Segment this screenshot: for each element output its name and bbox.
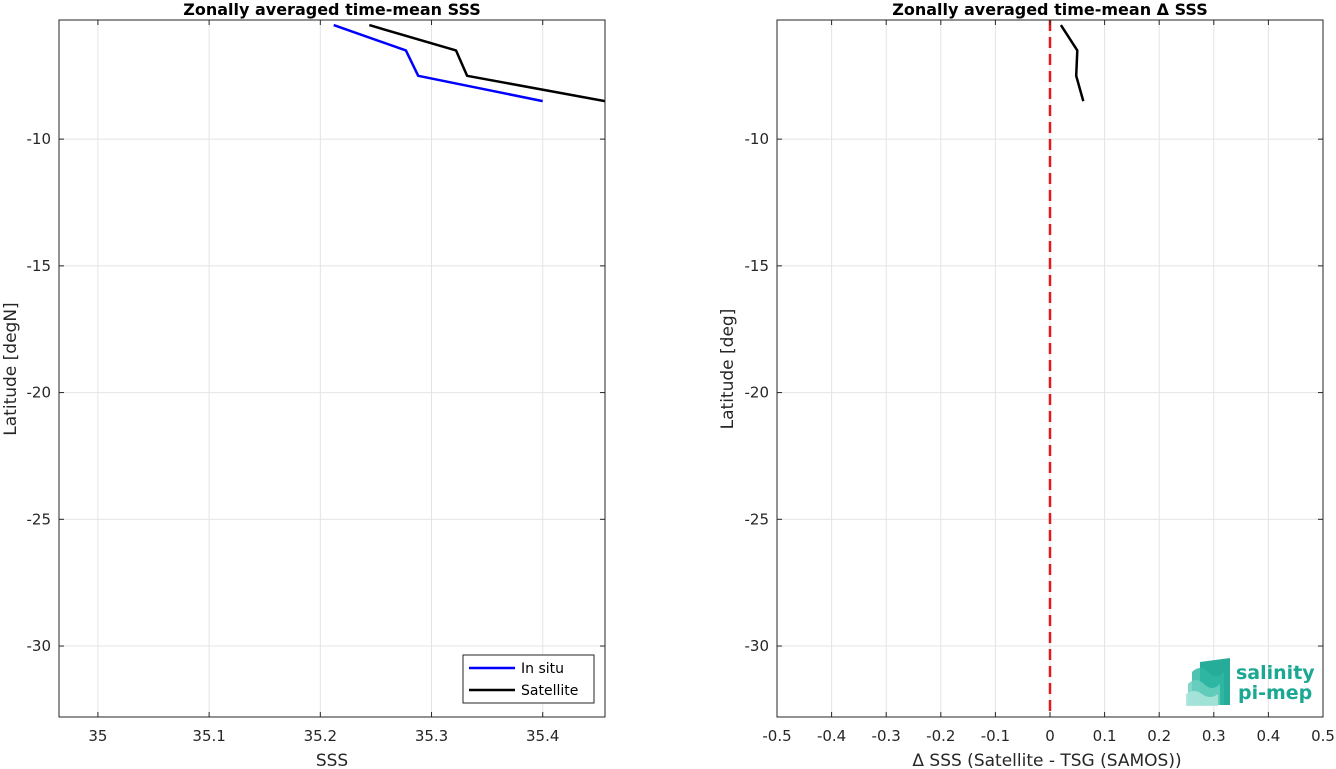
sss-series-line-in-situ xyxy=(333,23,543,103)
sss-xtick-label: 35.3 xyxy=(415,727,448,745)
delta-sss-xtick-label: -0.4 xyxy=(817,727,846,745)
sss-ytick-label: -10 xyxy=(27,130,52,148)
delta-sss-ytick-label: -20 xyxy=(745,384,770,402)
sss-x-label: SSS xyxy=(316,751,348,769)
delta-sss-xtick-label: -0.3 xyxy=(872,727,901,745)
delta-sss-panel: -0.5 -0.4 -0.3 -0.2 -0.1 0 0.1 0.2 0.3 0.4 0.5 -10 -… xyxy=(718,0,1335,769)
waves-icon xyxy=(1186,658,1230,706)
delta-sss-title: Zonally averaged time-mean Δ SSS xyxy=(892,0,1208,19)
delta-sss-ytick-label: -15 xyxy=(745,257,770,275)
delta-sss-ticks: -0.5 -0.4 -0.3 -0.2 -0.1 0 0.1 0.2 0.3 0.4 0.5 -10 -… xyxy=(745,20,1335,745)
delta-sss-xtick-label: 0.4 xyxy=(1256,727,1280,745)
delta-sss-ytick-label: -30 xyxy=(745,637,770,655)
sss-series xyxy=(333,23,605,103)
sss-ytick-label: -15 xyxy=(27,257,52,275)
logo-line1: salinity xyxy=(1236,662,1315,684)
sss-ytick-label: -30 xyxy=(27,637,52,655)
logo-line2: pi-mep xyxy=(1238,682,1312,704)
delta-sss-y-label: Latitude [deg] xyxy=(718,309,738,430)
sss-ytick-label: -25 xyxy=(27,510,52,528)
sss-title: Zonally averaged time-mean SSS xyxy=(183,0,481,19)
delta-sss-x-label: Δ SSS (Satellite - TSG (SAMOS)) xyxy=(912,751,1181,769)
delta-sss-xtick-label: -0.1 xyxy=(981,727,1010,745)
delta-sss-xtick-label: 0.3 xyxy=(1202,727,1226,745)
delta-sss-xtick-label: 0.2 xyxy=(1147,727,1171,745)
delta-sss-xtick-label: 0.1 xyxy=(1093,727,1117,745)
delta-sss-series xyxy=(1048,20,1085,717)
legend-label-in-situ: In situ xyxy=(521,661,564,677)
delta-sss-xtick-label: 0.5 xyxy=(1311,727,1335,745)
sss-ytick-label: -20 xyxy=(27,384,52,402)
delta-sss-xtick-label: -0.2 xyxy=(926,727,955,745)
sss-legend: In situ Satellite xyxy=(462,654,595,704)
delta-sss-xtick-label: -0.5 xyxy=(762,727,791,745)
sss-xtick-label: 35.4 xyxy=(526,727,559,745)
sss-xtick-label: 35.2 xyxy=(304,727,337,745)
sss-panel: 35 35.1 35.2 35.3 35.4 -10 -15 -20 -25 -30 Zonall… xyxy=(1,0,606,769)
delta-sss-series-line-0 xyxy=(1059,24,1085,102)
sss-series-line-satellite xyxy=(368,23,605,103)
sss-grid xyxy=(59,20,605,717)
legend-box xyxy=(462,654,595,704)
delta-sss-ytick-label: -25 xyxy=(745,510,770,528)
sss-xtick-label: 35.1 xyxy=(192,727,225,745)
delta-sss-ytick-label: -10 xyxy=(745,130,770,148)
sss-xtick-label: 35 xyxy=(88,727,107,745)
sss-ticks: 35 35.1 35.2 35.3 35.4 -10 -15 -20 -25 -30 xyxy=(27,20,605,745)
sss-y-label: Latitude [degN] xyxy=(1,302,21,435)
salinity-pi-mep-logo: salinity pi-mep xyxy=(1186,658,1315,706)
sss-axes-box xyxy=(58,19,606,718)
delta-sss-xtick-label: 0 xyxy=(1045,727,1055,745)
legend-label-satellite: Satellite xyxy=(521,683,578,699)
